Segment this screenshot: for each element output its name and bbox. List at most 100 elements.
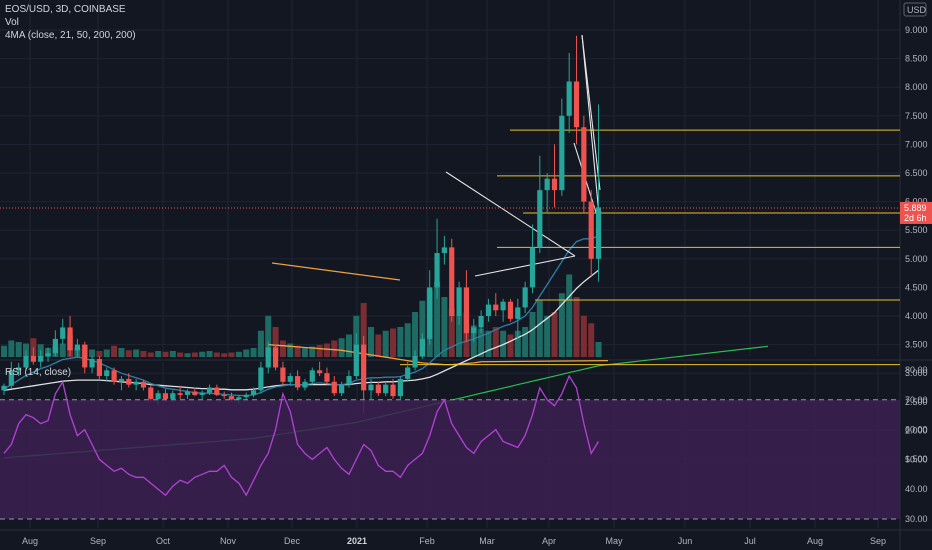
volume-bar bbox=[382, 330, 389, 357]
candle-body bbox=[434, 253, 440, 288]
candle-body bbox=[126, 378, 132, 385]
candle-body bbox=[96, 358, 103, 377]
price-axis-label: 1.500 bbox=[905, 454, 928, 464]
rsi-axis-label: 70.00 bbox=[905, 395, 928, 405]
price-axis-label: 3.000 bbox=[905, 368, 928, 378]
candle-body bbox=[30, 356, 36, 362]
candle-body bbox=[38, 356, 44, 362]
volume-bar bbox=[390, 328, 397, 357]
price-axis-label: 2.500 bbox=[905, 397, 928, 407]
wedge-line-upper bbox=[445, 171, 576, 257]
price-axis-label: 3.500 bbox=[905, 340, 928, 350]
volume-bar bbox=[155, 351, 162, 357]
volume-bar bbox=[111, 345, 118, 357]
volume-bar bbox=[89, 349, 96, 357]
time-axis-label: Sep bbox=[90, 536, 106, 546]
volume-bar bbox=[265, 315, 272, 357]
volume-bar bbox=[133, 349, 140, 357]
candle-body bbox=[52, 338, 58, 354]
volume-bar bbox=[507, 334, 514, 357]
ma-legend: 4MA (close, 21, 50, 200, 200) bbox=[5, 30, 136, 41]
price-axis-label: 8.000 bbox=[905, 82, 928, 92]
candle-body bbox=[280, 367, 286, 382]
volume-bar bbox=[191, 352, 198, 357]
volume-bar bbox=[15, 342, 22, 357]
candle-body bbox=[390, 384, 396, 397]
volume-bar bbox=[404, 323, 411, 357]
candle-body bbox=[500, 301, 506, 311]
trendline-orange bbox=[271, 262, 401, 281]
price-axis-label: 5.000 bbox=[905, 254, 928, 264]
volume-bar bbox=[103, 349, 110, 357]
candle-body bbox=[272, 347, 279, 368]
currency-badge bbox=[903, 2, 927, 17]
candle-body bbox=[529, 247, 536, 288]
candle-body bbox=[566, 81, 572, 116]
price-axis-label: 7.500 bbox=[905, 111, 928, 121]
volume-bar bbox=[368, 327, 374, 357]
volume-bar bbox=[558, 293, 565, 357]
pennant-line-c bbox=[581, 34, 601, 191]
volume-bar bbox=[580, 315, 587, 357]
candle-body bbox=[199, 392, 205, 395]
candle-body bbox=[16, 367, 22, 371]
candle-body bbox=[82, 344, 88, 368]
candle-body bbox=[559, 115, 565, 191]
candle-body bbox=[265, 347, 271, 368]
rsi-line bbox=[3, 374, 600, 497]
candle-body bbox=[368, 384, 374, 391]
volume-bar bbox=[294, 345, 301, 357]
volume-legend: Vol bbox=[5, 17, 19, 28]
volume-bar bbox=[1, 345, 7, 357]
candle-body bbox=[236, 397, 242, 400]
volume-bar bbox=[257, 330, 264, 357]
candle-body bbox=[449, 247, 455, 316]
volume-bar bbox=[522, 327, 529, 357]
time-axis-label: Oct bbox=[156, 536, 171, 546]
candle-body bbox=[162, 393, 169, 399]
time-axis-label: Aug bbox=[807, 536, 823, 546]
volume-bar bbox=[441, 297, 448, 357]
candle-body bbox=[324, 373, 330, 382]
candle-body bbox=[339, 384, 345, 394]
volume-bar bbox=[279, 340, 286, 357]
volume-bar bbox=[23, 343, 30, 357]
ma200b-extension bbox=[481, 359, 609, 363]
volume-bar bbox=[573, 297, 580, 357]
price-axis-label: 6.000 bbox=[905, 197, 928, 207]
rsi-axis-label: 50.00 bbox=[905, 454, 928, 464]
candle-body bbox=[140, 381, 147, 388]
time-axis-label: Jul bbox=[744, 536, 756, 546]
volume-bar bbox=[8, 340, 15, 357]
candle-body bbox=[250, 390, 257, 395]
volume-bar bbox=[478, 328, 485, 357]
volume-bar bbox=[360, 303, 367, 357]
volume-bar bbox=[221, 353, 228, 357]
price-axis-label: 2.000 bbox=[905, 425, 928, 435]
wedge-line-lower bbox=[474, 255, 576, 277]
time-axis-label: Feb bbox=[419, 536, 435, 546]
volume-bar bbox=[412, 312, 419, 357]
candle-body bbox=[309, 370, 315, 382]
volume-bar bbox=[331, 340, 338, 357]
candle-body bbox=[427, 287, 433, 339]
candle-body bbox=[353, 344, 359, 377]
candle-body bbox=[581, 127, 587, 202]
candle-body bbox=[507, 301, 514, 319]
candle-body bbox=[588, 201, 594, 259]
candle-body bbox=[405, 367, 411, 379]
rsi-axis-label: 80.00 bbox=[905, 365, 928, 375]
volume-bar bbox=[125, 350, 132, 357]
pennant-line-a bbox=[581, 34, 601, 226]
volume-bar bbox=[338, 338, 345, 357]
price-badge bbox=[900, 201, 932, 224]
candle-body bbox=[228, 396, 235, 400]
candle-body bbox=[192, 391, 198, 395]
rsi-axis-label: 60.00 bbox=[905, 425, 928, 435]
candle-body bbox=[551, 178, 558, 191]
candle-body bbox=[148, 387, 154, 399]
candle-body bbox=[133, 381, 139, 385]
price-axis-label: 5.500 bbox=[905, 225, 928, 235]
candle-body bbox=[361, 344, 367, 391]
candle-body bbox=[206, 387, 213, 393]
